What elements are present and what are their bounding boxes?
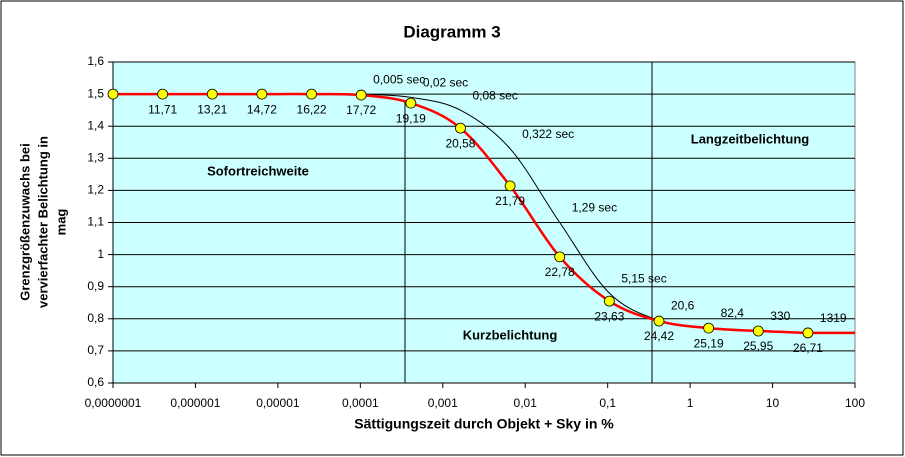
data-point	[256, 88, 268, 100]
x-tick-label: 10	[766, 396, 780, 410]
data-point	[455, 122, 466, 134]
data-point	[752, 325, 764, 337]
data-point	[802, 327, 814, 339]
data-point	[157, 88, 169, 100]
data-label: 20,6	[671, 299, 695, 313]
y-tick-label: 1	[97, 247, 104, 261]
data-label: 19,19	[396, 111, 426, 125]
region-label: Sofortreichweite	[207, 163, 309, 178]
data-label: 82,4	[721, 306, 745, 320]
data-point	[206, 88, 218, 100]
data-label: 5,15 sec	[621, 271, 666, 285]
data-label: 0,322 sec	[522, 127, 574, 141]
y-tick-label: 0,9	[87, 279, 104, 293]
data-label: 25,19	[694, 336, 724, 350]
region-label: Kurzbelichtung	[463, 327, 558, 342]
data-label: 17,72	[346, 103, 376, 117]
region-label: Langzeitbelichtung	[691, 131, 810, 146]
y-tick-label: 1,4	[87, 118, 104, 132]
x-tick-label: 0,000001	[170, 396, 220, 410]
data-label: 21,79	[495, 194, 525, 208]
y-tick-label: 1,5	[87, 86, 104, 100]
data-label: 23,63	[594, 309, 624, 323]
data-label: 0,02 sec	[423, 75, 468, 89]
x-tick-label: 100	[845, 396, 865, 410]
series-line	[113, 92, 855, 335]
data-label: 13,21	[197, 102, 227, 116]
data-label: 20,58	[445, 136, 475, 150]
data-label: 1319	[820, 311, 847, 325]
data-label: 24,42	[644, 329, 674, 343]
data-point	[355, 89, 367, 101]
x-tick-label: 1	[687, 396, 694, 410]
data-label: 14,72	[247, 102, 277, 116]
data-label: 330	[770, 309, 790, 323]
x-tick-label: 0,0001	[342, 396, 379, 410]
x-tick-label: 0,01	[514, 396, 538, 410]
data-label: 22,78	[545, 265, 575, 279]
y-tick-label: 1,6	[87, 54, 104, 68]
y-axis-title-line: Grenzgrößenzuwachs bei	[17, 143, 32, 300]
y-axis-title-line: mag	[53, 209, 68, 236]
data-point	[504, 180, 516, 192]
data-label: 16,22	[297, 102, 327, 116]
x-tick-label: 0,0000001	[85, 396, 142, 410]
data-label: 26,71	[793, 341, 823, 355]
data-point	[653, 315, 665, 327]
y-axis-title-line: vervierfachter Belichtung in	[35, 136, 50, 308]
y-tick-label: 1,3	[87, 150, 104, 164]
data-label: 25,95	[743, 339, 773, 353]
chart-title: Diagramm 3	[403, 22, 500, 41]
y-tick-label: 0,7	[87, 343, 104, 357]
data-label: 11,71	[148, 102, 177, 116]
data-point	[603, 295, 615, 307]
data-label: 0,005 sec	[373, 72, 425, 86]
data-point	[405, 97, 417, 109]
data-label: 0,08 sec	[472, 88, 517, 102]
x-axis-title: Sättigungszeit durch Objekt + Sky in %	[354, 416, 614, 432]
data-point	[554, 251, 566, 263]
data-point	[306, 88, 317, 100]
x-tick-label: 0,001	[428, 396, 458, 410]
y-axis-title: Grenzgrößenzuwachs bei vervierfachter Be…	[17, 136, 68, 308]
y-tick-label: 1,2	[87, 183, 104, 197]
y-tick-label: 0,6	[87, 375, 104, 389]
data-point	[107, 88, 119, 100]
data-point	[703, 322, 715, 334]
y-tick-label: 1,1	[87, 215, 104, 229]
x-tick-label: 0,1	[599, 396, 616, 410]
x-tick-label: 0,00001	[256, 396, 300, 410]
data-label: 1,29 sec	[572, 201, 617, 215]
y-tick-label: 0,8	[87, 311, 104, 325]
